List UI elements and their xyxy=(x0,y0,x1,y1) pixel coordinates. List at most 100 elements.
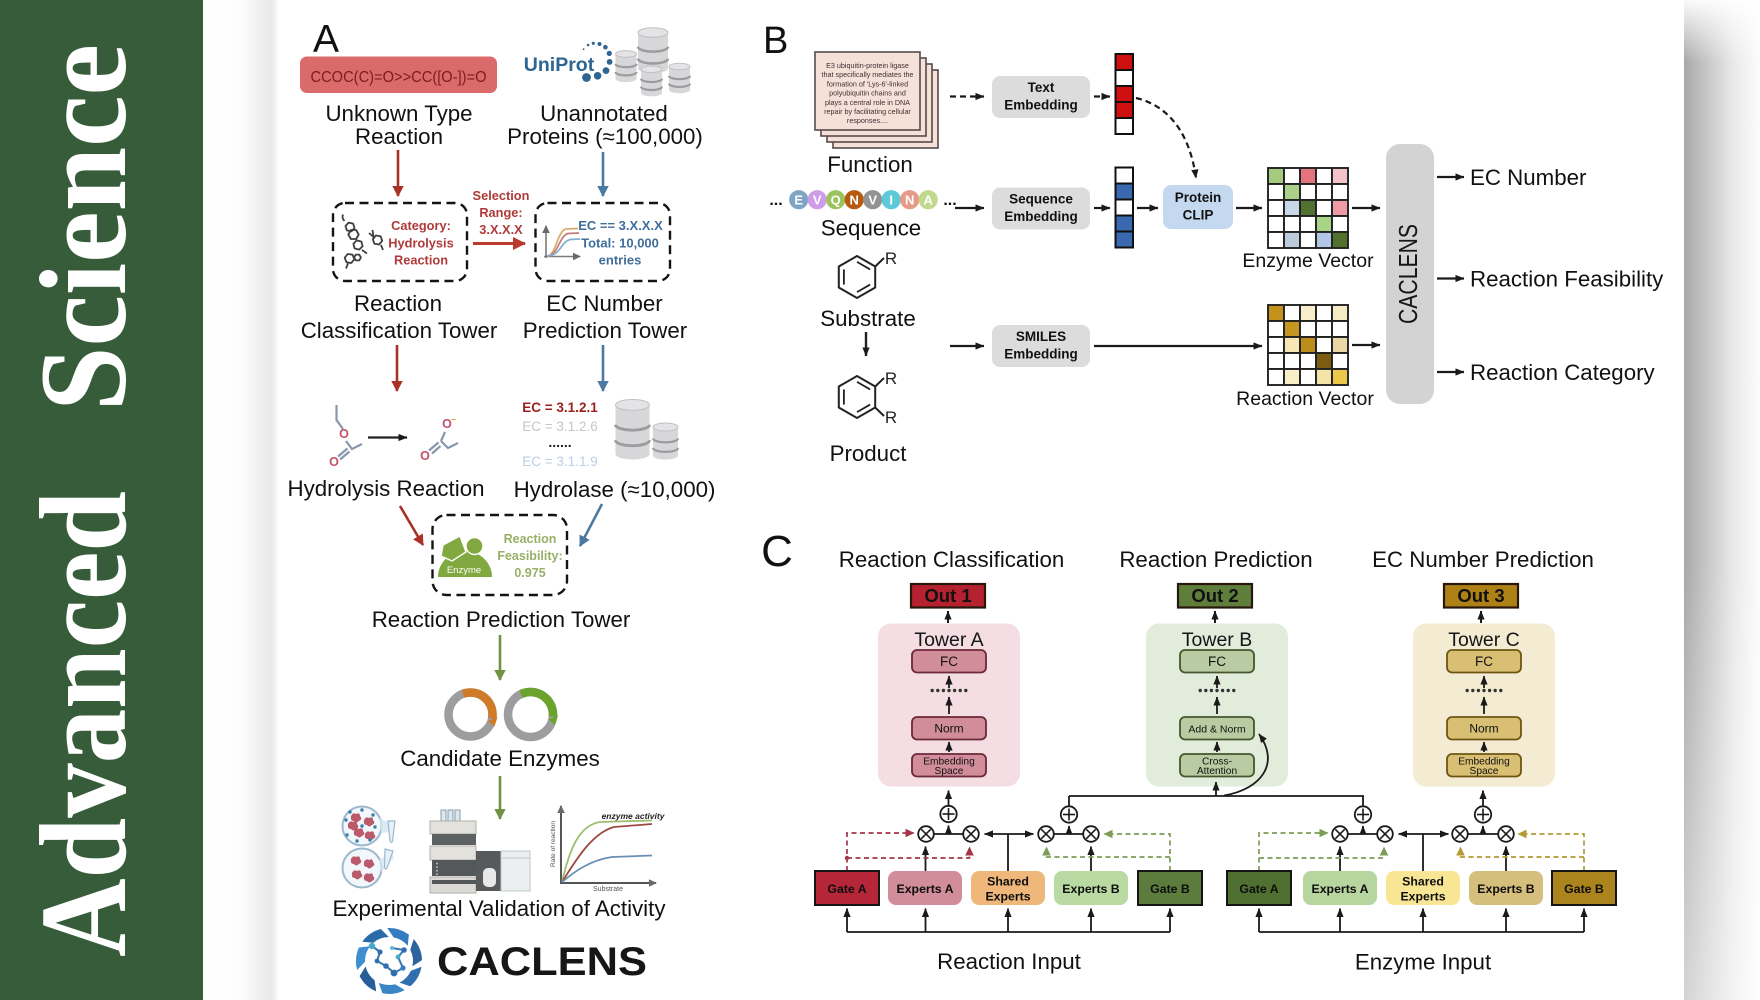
svg-text:Reaction Vector: Reaction Vector xyxy=(1236,388,1374,410)
svg-text:Category:: Category: xyxy=(391,218,451,233)
svg-text:Reaction: Reaction xyxy=(355,124,443,149)
svg-text:EC Number: EC Number xyxy=(1470,165,1587,190)
svg-text:Reaction Classification: Reaction Classification xyxy=(839,547,1065,572)
svg-text:EC = 3.1.2.1: EC = 3.1.2.1 xyxy=(522,400,598,415)
svg-text:Product: Product xyxy=(830,441,908,466)
svg-text:SMILES: SMILES xyxy=(1016,329,1066,344)
svg-text:Embedding: Embedding xyxy=(1004,98,1078,113)
svg-text:R: R xyxy=(885,369,897,388)
svg-text:O: O xyxy=(329,455,339,469)
svg-text:Enzyme Vector: Enzyme Vector xyxy=(1242,250,1374,272)
svg-text:Hydrolysis Reaction: Hydrolysis Reaction xyxy=(287,476,484,501)
svg-text:Tower B: Tower B xyxy=(1182,629,1252,651)
svg-text:EC Number Prediction: EC Number Prediction xyxy=(1372,547,1594,572)
svg-text:plays a central role in DNA: plays a central role in DNA xyxy=(825,98,910,107)
svg-text:FC: FC xyxy=(1475,654,1493,669)
svg-text:CACLENS: CACLENS xyxy=(437,940,647,984)
svg-text:Embedding: Embedding xyxy=(1458,757,1510,768)
svg-text:E: E xyxy=(794,193,803,208)
svg-text:Reaction Category: Reaction Category xyxy=(1470,360,1656,385)
svg-text:FC: FC xyxy=(1208,654,1226,669)
svg-text:V: V xyxy=(813,193,822,208)
svg-text:Reaction: Reaction xyxy=(394,253,448,268)
svg-text:Classification Tower: Classification Tower xyxy=(301,318,498,343)
svg-text:Gate A: Gate A xyxy=(1239,882,1278,896)
svg-text:Add & Norm: Add & Norm xyxy=(1188,724,1245,736)
svg-text:Unannotated: Unannotated xyxy=(540,101,668,126)
svg-text:Proteins (≈100,000): Proteins (≈100,000) xyxy=(507,124,703,149)
svg-text:Reaction Input: Reaction Input xyxy=(937,949,1082,974)
svg-text:O: O xyxy=(339,427,349,441)
svg-text:Text: Text xyxy=(1028,80,1055,95)
svg-text:enzyme activity: enzyme activity xyxy=(602,811,666,821)
svg-text:responses....: responses.... xyxy=(847,116,888,125)
svg-text:......: ...... xyxy=(548,434,571,450)
svg-text:Norm: Norm xyxy=(1469,722,1498,736)
svg-text:Rate of reaction: Rate of reaction xyxy=(550,821,557,867)
svg-text:Advanced: Advanced xyxy=(15,491,152,957)
svg-text:Range:: Range: xyxy=(479,205,522,220)
svg-text:N: N xyxy=(850,193,859,208)
svg-text:Total: 10,000: Total: 10,000 xyxy=(581,236,659,251)
svg-text:Reaction Feasibility: Reaction Feasibility xyxy=(1470,267,1664,292)
svg-text:I: I xyxy=(889,193,893,208)
svg-text:polyubiquitin chains and: polyubiquitin chains and xyxy=(829,89,906,98)
svg-text:formation of 'Lys-6'-linked: formation of 'Lys-6'-linked xyxy=(827,79,908,88)
svg-text:E3 ubiquitin-protein ligase: E3 ubiquitin-protein ligase xyxy=(826,61,909,70)
svg-text:Q: Q xyxy=(831,193,841,208)
svg-text:O: O xyxy=(420,449,430,463)
svg-text:Protein: Protein xyxy=(1175,190,1222,205)
svg-text:Reaction Prediction: Reaction Prediction xyxy=(1119,547,1312,572)
svg-text:repair by facilitating cellula: repair by facilitating cellular xyxy=(824,107,911,116)
svg-text:Experts B: Experts B xyxy=(1062,882,1120,896)
svg-text:CCOC(C)=O>>CC([O-])=O: CCOC(C)=O>>CC([O-])=O xyxy=(311,69,487,86)
svg-text:Unknown Type: Unknown Type xyxy=(325,101,472,126)
svg-text:Substrate: Substrate xyxy=(820,306,915,331)
svg-text:Space: Space xyxy=(1470,766,1499,777)
svg-text:CACLENS: CACLENS xyxy=(1393,224,1423,324)
svg-text:EC Number: EC Number xyxy=(546,291,663,316)
svg-text:V: V xyxy=(868,193,877,208)
svg-text:Experts: Experts xyxy=(985,890,1030,904)
svg-text:Out 2: Out 2 xyxy=(1191,585,1238,606)
svg-text:Embedding: Embedding xyxy=(923,757,975,768)
svg-text:Out 3: Out 3 xyxy=(1457,585,1504,606)
svg-text:EC = 3.1.2.6: EC = 3.1.2.6 xyxy=(522,419,597,434)
svg-text:0.975: 0.975 xyxy=(514,566,545,580)
svg-text:R: R xyxy=(885,249,897,268)
svg-text:Shared: Shared xyxy=(1402,875,1444,889)
svg-text:Shared: Shared xyxy=(987,875,1029,889)
svg-text:Candidate Enzymes: Candidate Enzymes xyxy=(400,746,600,771)
svg-text:Experts B: Experts B xyxy=(1477,882,1535,896)
svg-text:Enzyme Input: Enzyme Input xyxy=(1355,950,1492,975)
svg-text:Sequence: Sequence xyxy=(821,216,921,241)
svg-text:Tower C: Tower C xyxy=(1448,629,1520,651)
svg-text:EC = 3.1.1.9: EC = 3.1.1.9 xyxy=(522,454,597,469)
svg-text:Hydrolysis: Hydrolysis xyxy=(388,236,453,251)
svg-text:...: ... xyxy=(769,192,782,209)
svg-text:C: C xyxy=(761,527,793,576)
svg-text:Function: Function xyxy=(827,152,913,177)
svg-text:Gate B: Gate B xyxy=(1564,882,1604,896)
svg-text:Experts A: Experts A xyxy=(897,882,954,896)
svg-text:R: R xyxy=(885,408,897,427)
svg-text:O: O xyxy=(442,417,452,431)
svg-text:3.X.X.X: 3.X.X.X xyxy=(479,222,523,237)
svg-text:Embedding: Embedding xyxy=(1004,209,1078,224)
svg-text:Substrate: Substrate xyxy=(593,886,623,893)
svg-text:Out 1: Out 1 xyxy=(924,585,971,606)
svg-text:Reaction: Reaction xyxy=(354,291,442,316)
svg-text:Prediction Tower: Prediction Tower xyxy=(523,318,688,343)
svg-text:FC: FC xyxy=(940,654,958,669)
svg-text:Selection: Selection xyxy=(473,188,530,203)
svg-text:Attention: Attention xyxy=(1197,766,1237,777)
svg-text:Experts A: Experts A xyxy=(1312,882,1369,896)
svg-text:Reaction: Reaction xyxy=(504,532,557,546)
svg-text:−: − xyxy=(451,415,456,424)
svg-text:Embedding: Embedding xyxy=(1004,347,1078,362)
svg-text:Hydrolase (≈10,000): Hydrolase (≈10,000) xyxy=(514,477,716,502)
svg-text:...: ... xyxy=(943,192,956,209)
svg-text:Norm: Norm xyxy=(934,722,963,736)
svg-text:that specifically mediates the: that specifically mediates the xyxy=(822,70,914,79)
svg-text:Tower A: Tower A xyxy=(914,629,983,651)
